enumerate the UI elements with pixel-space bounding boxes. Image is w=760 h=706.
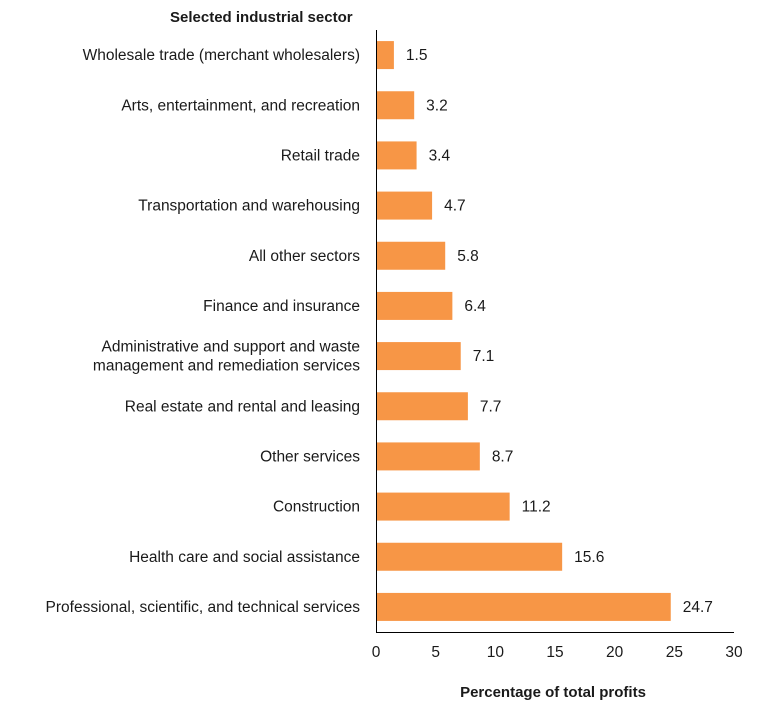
category-label: Transportation and warehousing	[138, 198, 360, 215]
category-label: Health care and social assistance	[129, 549, 360, 566]
bar	[376, 291, 453, 320]
category-label: Retail trade	[281, 147, 360, 164]
value-label: 1.5	[406, 47, 428, 64]
x-tick-label: 10	[487, 644, 505, 661]
bar	[376, 91, 415, 120]
category-label: Other services	[260, 448, 360, 465]
category-label: Real estate and rental and leasing	[125, 398, 360, 415]
bar	[376, 442, 480, 471]
category-label: Construction	[273, 499, 360, 516]
value-label: 7.1	[473, 348, 495, 365]
x-tick-label: 5	[431, 644, 440, 661]
bar	[376, 241, 446, 270]
x-tick-label: 0	[372, 644, 381, 661]
category-labels-group: Wholesale trade (merchant wholesalers) Ar…	[46, 47, 361, 616]
value-label: 3.2	[426, 97, 448, 114]
value-label: 15.6	[574, 549, 604, 566]
category-label: All other sectors	[249, 248, 360, 265]
bar	[376, 592, 671, 621]
value-label: 6.4	[464, 298, 486, 315]
category-label: Arts, entertainment, and recreation	[121, 97, 360, 114]
bar	[376, 542, 563, 571]
category-label: management and remediation services	[93, 358, 360, 375]
value-label: 3.4	[429, 147, 451, 164]
bars-group	[376, 41, 671, 621]
x-tick-labels-group: 0 5 10 15 20 25 30	[372, 644, 743, 661]
x-tick-label: 25	[666, 644, 683, 661]
bar	[376, 141, 417, 170]
value-label: 24.7	[683, 599, 713, 616]
category-label: Administrative and support and waste	[102, 339, 360, 356]
category-label: Wholesale trade (merchant wholesalers)	[83, 47, 360, 64]
category-label: Finance and insurance	[203, 298, 360, 315]
value-label: 5.8	[457, 248, 479, 265]
bar	[376, 492, 510, 521]
bar	[376, 41, 394, 70]
bar	[376, 342, 461, 371]
x-tick-label: 15	[546, 644, 563, 661]
value-label: 8.7	[492, 448, 514, 465]
value-label: 11.2	[522, 499, 551, 516]
value-labels-group: 1.5 3.2 3.4 4.7 5.8 6.4 7.1 7.7 8.7 11.2 15.6 24.7	[406, 47, 713, 616]
bar	[376, 191, 433, 220]
x-tick-label: 20	[606, 644, 624, 661]
value-label: 7.7	[480, 398, 502, 415]
bar	[376, 392, 468, 421]
x-axis-label: Percentage of total profits	[460, 684, 646, 701]
category-label: Professional, scientific, and technical …	[46, 599, 361, 616]
x-tick-label: 30	[725, 644, 743, 661]
chart-title: Selected industrial sector	[170, 9, 353, 26]
value-label: 4.7	[444, 198, 466, 215]
